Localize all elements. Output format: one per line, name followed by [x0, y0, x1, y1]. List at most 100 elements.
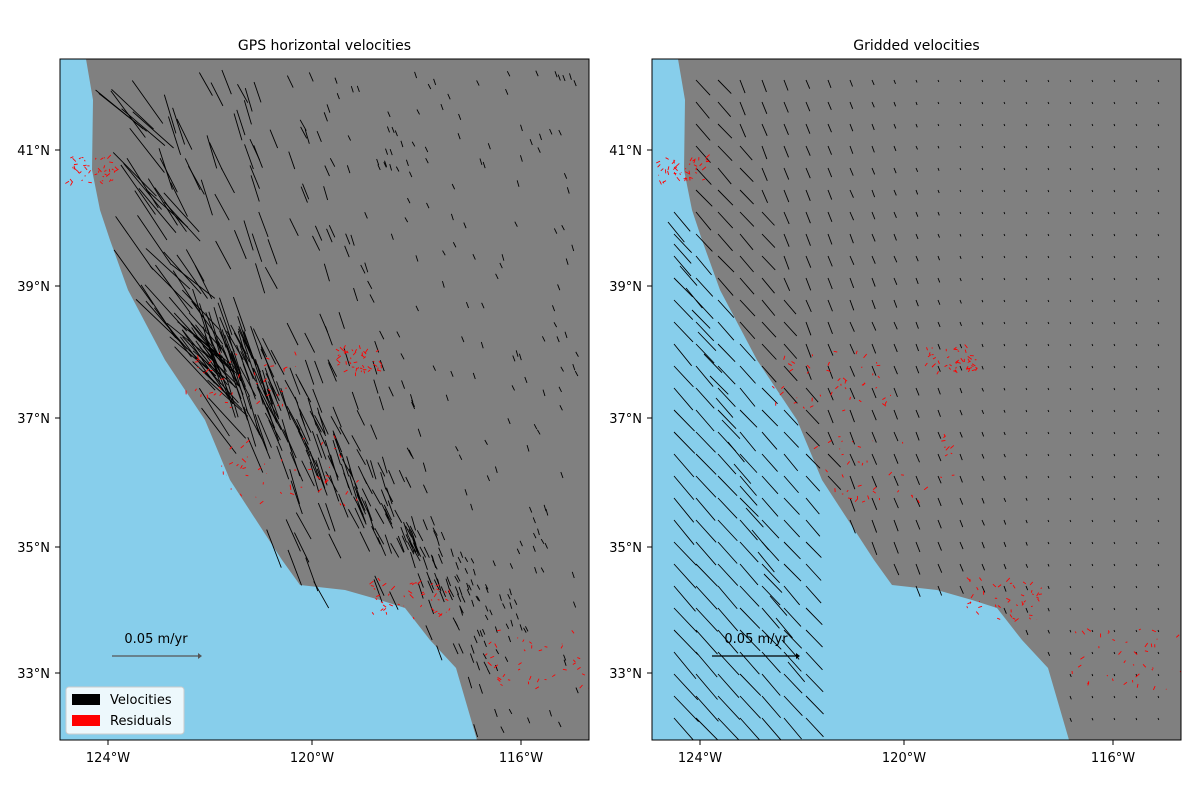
velocity-arrow: [276, 381, 289, 412]
velocity-arrow: [717, 387, 736, 407]
velocity-arrow: [300, 186, 308, 203]
panel-gridded-velocities: Gridded velocities 124°W 120°W 116°W 33°…: [609, 38, 1182, 766]
residual-arrow: [324, 479, 329, 484]
velocity-arrow: [384, 513, 394, 529]
velocity-arrow: [315, 423, 327, 447]
residual-arrow: [436, 588, 440, 591]
velocity-arrow: [893, 79, 896, 85]
velocity-arrow: [1091, 431, 1094, 435]
residual-arrow: [1107, 632, 1110, 634]
residual-arrow: [813, 445, 819, 450]
xtick-label: 120°W: [882, 751, 926, 766]
velocity-arrow: [893, 101, 897, 107]
velocity-arrow: [1069, 189, 1072, 193]
velocity-arrow: [1157, 431, 1160, 435]
velocity-arrow: [440, 586, 447, 597]
velocity-arrow: [377, 537, 387, 556]
velocity-arrow: [787, 661, 806, 683]
velocity-arrow: [1047, 343, 1050, 347]
velocity-arrow: [761, 145, 768, 160]
residual-arrow: [699, 163, 703, 167]
residual-arrow: [194, 388, 197, 392]
residual-arrow: [967, 369, 971, 373]
velocity-arrow: [805, 123, 811, 134]
velocity-arrow: [761, 211, 775, 226]
residual-arrow: [370, 585, 375, 587]
velocity-arrow: [849, 233, 854, 244]
velocity-arrow: [113, 249, 154, 305]
velocity-arrow: [558, 386, 562, 393]
velocity-arrow: [893, 409, 898, 420]
residual-arrow: [1151, 668, 1154, 671]
residual-arrow: [995, 604, 997, 608]
residual-arrow: [382, 582, 387, 587]
velocity-arrow: [783, 101, 789, 113]
scale-arrow-left: 0.05 m/yr: [112, 632, 202, 659]
residual-arrow: [1022, 581, 1027, 585]
velocity-arrow: [414, 71, 418, 79]
velocity-arrow: [308, 72, 314, 82]
velocity-arrow: [981, 585, 986, 593]
residual-arrow: [679, 173, 681, 176]
velocity-arrow: [1113, 519, 1116, 523]
velocity-arrow: [532, 517, 536, 524]
residual-arrow: [497, 676, 502, 681]
velocity-arrow: [529, 506, 533, 513]
residual-arrow: [378, 360, 383, 365]
velocity-arrow: [893, 431, 899, 442]
residual-arrow: [1030, 605, 1033, 608]
velocity-arrow: [381, 456, 388, 474]
residual-arrow: [324, 478, 328, 483]
velocity-arrow: [529, 139, 533, 146]
velocity-arrow: [304, 129, 310, 144]
residual-arrow: [431, 607, 435, 612]
velocity-arrow: [761, 299, 776, 316]
velocity-arrow: [396, 331, 401, 338]
velocity-arrow: [485, 584, 489, 590]
velocity-arrow: [486, 475, 490, 482]
velocity-arrow: [174, 346, 216, 391]
velocity-arrow: [454, 575, 459, 583]
velocity-arrow: [1135, 233, 1138, 237]
velocity-arrow: [1003, 365, 1006, 369]
velocity-arrow: [871, 167, 876, 175]
residual-arrow: [114, 168, 119, 172]
velocity-arrow: [761, 519, 780, 539]
velocity-arrow: [558, 721, 562, 728]
velocity-arrow: [324, 165, 330, 177]
residual-arrow: [421, 593, 426, 596]
residual-arrow: [937, 360, 940, 365]
velocity-arrow: [324, 326, 333, 346]
residual-arrow: [409, 582, 413, 585]
velocity-arrow: [827, 475, 842, 490]
velocity-arrow: [417, 582, 424, 599]
velocity-arrow: [1157, 585, 1160, 589]
velocity-arrow: [783, 255, 790, 270]
velocity-arrow: [207, 379, 249, 417]
velocity-arrow: [540, 538, 545, 545]
velocity-arrow: [827, 189, 833, 200]
residual-arrow: [435, 584, 440, 587]
residual-arrow: [488, 641, 492, 645]
velocity-arrow: [739, 519, 758, 541]
velocity-arrow: [299, 408, 312, 433]
residual-arrow: [684, 167, 687, 170]
velocity-arrow: [1091, 343, 1094, 347]
residual-arrow: [77, 170, 80, 174]
velocity-arrow: [673, 321, 694, 343]
scale-label-left: 0.05 m/yr: [124, 632, 188, 647]
velocity-arrow: [432, 365, 436, 371]
residual-arrow: [380, 601, 384, 604]
velocity-arrow: [695, 651, 718, 678]
velocity-arrow: [893, 321, 898, 330]
residual-arrow: [343, 344, 346, 349]
velocity-arrow: [268, 419, 283, 451]
residual-arrow: [493, 664, 499, 669]
velocity-arrow: [431, 559, 438, 570]
velocity-arrow: [717, 79, 732, 94]
velocity-arrow: [433, 78, 437, 86]
residual-arrow: [771, 385, 775, 389]
residual-arrow: [976, 587, 979, 591]
velocity-arrow: [959, 277, 962, 282]
velocity-arrow: [893, 299, 898, 308]
